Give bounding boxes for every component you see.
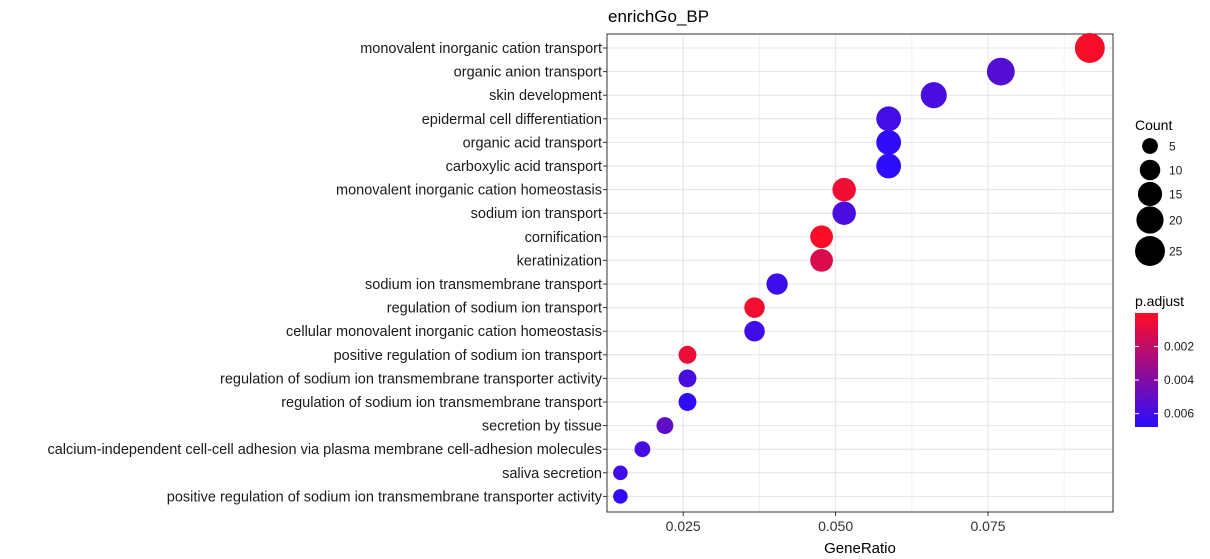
data-point: [986, 57, 1015, 86]
x-tick-label: 0.050: [818, 518, 853, 534]
data-point: [766, 273, 788, 295]
x-tick-label: 0.075: [971, 518, 1006, 534]
count-legend-key: [1137, 181, 1163, 207]
count-legend-label: 5: [1169, 140, 1176, 154]
data-point: [678, 369, 697, 388]
points: [613, 33, 1105, 504]
data-point: [744, 297, 765, 318]
data-point: [613, 465, 628, 481]
chart-title: enrichGo_BP: [608, 7, 709, 26]
y-tick-label: calcium-independent cell-cell adhesion v…: [47, 442, 602, 458]
data-point: [810, 249, 833, 272]
y-tick-label: cellular monovalent inorganic cation hom…: [286, 324, 602, 340]
y-tick-label: epidermal cell differentiation: [422, 112, 602, 128]
y-tick-label: regulation of sodium ion transmembrane t…: [281, 395, 602, 411]
p-adjust-tick-label: 0.006: [1164, 407, 1194, 421]
y-tick-label: sodium ion transport: [471, 206, 602, 222]
data-point: [613, 489, 628, 504]
count-legend-key: [1136, 206, 1164, 234]
data-point: [678, 393, 697, 411]
y-tick-label: secretion by tissue: [482, 419, 602, 435]
gridlines: [607, 34, 1113, 512]
y-tick-label: keratinization: [517, 253, 602, 269]
data-point: [744, 320, 765, 342]
y-tick-label: sodium ion transmembrane transport: [365, 277, 602, 293]
data-point: [920, 82, 947, 109]
p-adjust-tick-label: 0.002: [1164, 340, 1194, 354]
data-point: [656, 417, 674, 435]
x-axis: 0.025 0.050 0.075: [666, 512, 1006, 534]
y-tick-label: monovalent inorganic cation homeostasis: [336, 183, 602, 199]
data-point: [810, 225, 833, 249]
y-tick-label: saliva secretion: [502, 466, 602, 482]
data-point: [634, 441, 651, 458]
p-adjust-legend: p.adjust 0.002 0.004 0.006: [1135, 293, 1194, 427]
data-point: [832, 177, 856, 202]
y-tick-label: monovalent inorganic cation transport: [360, 41, 602, 57]
count-legend-key: [1142, 138, 1158, 154]
data-point: [678, 345, 697, 364]
plot-panel-border: [606, 33, 1114, 513]
p-adjust-colorbar: [1135, 313, 1158, 427]
data-point: [876, 153, 902, 179]
p-adjust-tick-label: 0.004: [1164, 373, 1194, 387]
data-point: [1074, 33, 1105, 63]
count-legend-label: 25: [1169, 245, 1183, 259]
y-axis: monovalent inorganic cation transport org…: [47, 41, 607, 505]
count-legend-label: 15: [1169, 188, 1183, 202]
count-legend: Count 5 10 15 20 25: [1135, 117, 1183, 266]
data-point: [876, 130, 902, 155]
x-axis-label: GeneRatio: [824, 540, 896, 557]
y-tick-label: organic anion transport: [454, 65, 602, 81]
count-legend-label: 10: [1169, 164, 1183, 178]
data-point: [832, 201, 856, 225]
count-legend-key: [1139, 159, 1161, 181]
y-tick-label: cornification: [525, 230, 602, 246]
count-legend-key: [1135, 236, 1165, 266]
y-tick-label: organic acid transport: [463, 135, 602, 151]
x-tick-label: 0.025: [666, 518, 701, 534]
y-tick-label: carboxylic acid transport: [446, 159, 602, 175]
p-adjust-legend-title: p.adjust: [1135, 293, 1184, 309]
y-tick-label: regulation of sodium ion transport: [387, 301, 602, 317]
count-legend-title: Count: [1135, 117, 1172, 133]
y-tick-label: positive regulation of sodium ion transm…: [167, 489, 603, 505]
y-tick-label: skin development: [489, 88, 602, 104]
data-point: [876, 106, 902, 132]
y-tick-label: positive regulation of sodium ion transp…: [334, 348, 602, 364]
y-tick-label: regulation of sodium ion transmembrane t…: [220, 371, 603, 387]
count-legend-label: 20: [1169, 214, 1183, 228]
